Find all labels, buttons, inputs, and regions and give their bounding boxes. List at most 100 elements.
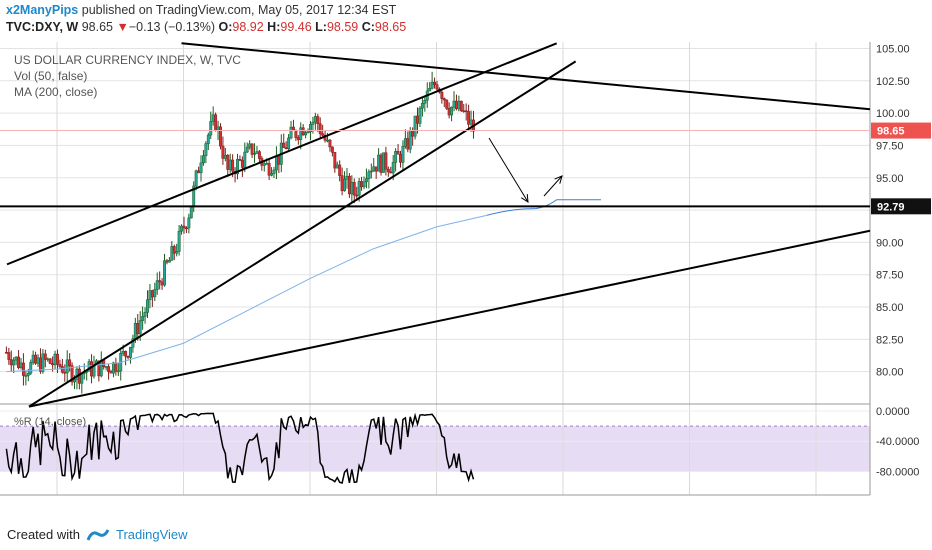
candle-body xyxy=(53,353,57,366)
header-line-1: x2ManyPips published on TradingView.com,… xyxy=(6,2,406,19)
candle-body xyxy=(355,194,359,197)
close-value: 98.65 xyxy=(374,20,407,34)
up-arrow xyxy=(543,175,563,197)
price-chart[interactable]: 105.00102.50100.0097.5095.0092.5090.0087… xyxy=(0,40,932,500)
wr-tick-label: 0.0000 xyxy=(876,406,910,418)
change-value: −0.13 (−0.13%) xyxy=(128,20,216,34)
open-value: 98.92 xyxy=(232,20,264,34)
candle-body xyxy=(219,126,222,147)
candle-body xyxy=(454,100,458,110)
candle-body xyxy=(282,142,286,148)
candle-body xyxy=(394,151,398,163)
candle-body xyxy=(109,371,113,374)
candle-body xyxy=(143,312,147,317)
candle-body xyxy=(180,225,184,232)
candle-body xyxy=(46,358,50,361)
candle-body xyxy=(440,91,444,99)
candle-body xyxy=(255,151,259,154)
candle-body xyxy=(104,366,108,368)
candle-body xyxy=(462,110,466,112)
candle-body xyxy=(68,359,72,366)
candle-body xyxy=(401,146,405,163)
candle-body xyxy=(214,114,218,131)
candle-body xyxy=(253,153,256,155)
candle-body xyxy=(267,163,271,176)
candle-body xyxy=(403,138,407,147)
candle-body xyxy=(223,155,227,159)
candle-body xyxy=(301,127,305,136)
tradingview-logo-icon xyxy=(86,528,110,541)
legend-vol: Vol (50, false) xyxy=(14,69,88,83)
candle-body xyxy=(206,134,210,144)
candle-body xyxy=(31,354,35,363)
candle-body xyxy=(114,362,118,372)
candle-body xyxy=(73,379,76,383)
candle-body xyxy=(318,123,322,135)
candle-body xyxy=(231,159,235,172)
candle-body xyxy=(199,162,203,174)
candle-body xyxy=(167,260,171,263)
candle-body xyxy=(116,370,120,373)
candle-body xyxy=(187,217,191,229)
candle-body xyxy=(372,166,376,172)
author-link[interactable]: x2ManyPips xyxy=(6,3,79,17)
candle-body xyxy=(189,206,193,219)
candle-body xyxy=(345,175,349,180)
y-tick-label: 80.00 xyxy=(876,367,904,379)
last-price-label: 98.65 xyxy=(877,126,905,138)
candle-body xyxy=(9,359,13,366)
candle-body xyxy=(369,170,373,173)
candle-body xyxy=(416,115,419,124)
candle-body xyxy=(41,353,45,372)
candle-body xyxy=(228,159,232,170)
candle-body xyxy=(367,171,371,179)
candle-body xyxy=(121,351,125,354)
candle-body xyxy=(396,151,400,155)
candle-body xyxy=(384,152,388,170)
candle-body xyxy=(211,114,215,122)
candle-body xyxy=(333,152,337,169)
candle-body xyxy=(442,98,446,101)
legend-title: US DOLLAR CURRENCY INDEX, W, TVC xyxy=(14,53,241,67)
candle-body xyxy=(48,358,52,364)
candle-body xyxy=(243,151,247,168)
candle-body xyxy=(36,357,40,364)
candle-body xyxy=(136,323,140,335)
chart-legend: US DOLLAR CURRENCY INDEX, W, TVC Vol (50… xyxy=(14,52,241,100)
candle-body xyxy=(124,351,128,357)
candle-body xyxy=(17,356,21,368)
candle-body xyxy=(221,145,225,159)
candle-body xyxy=(347,175,351,195)
candle-body xyxy=(408,130,412,150)
candle-body xyxy=(172,246,176,254)
candle-body xyxy=(309,124,312,133)
candle-body xyxy=(316,116,320,124)
candle-body xyxy=(182,225,186,229)
candle-body xyxy=(277,155,281,165)
high-label: H: xyxy=(267,20,281,34)
legend-ma: MA (200, close) xyxy=(14,85,98,99)
candle-body xyxy=(184,227,188,230)
candle-body xyxy=(155,280,159,290)
candle-body xyxy=(126,355,130,358)
y-tick-label: 97.50 xyxy=(876,140,904,152)
candle-body xyxy=(216,126,220,131)
long-term-support-line xyxy=(28,229,871,408)
candle-body xyxy=(148,290,152,300)
candle-body xyxy=(56,353,59,365)
candle-body xyxy=(377,154,381,172)
level-tag xyxy=(871,198,931,215)
candle-body xyxy=(296,137,300,140)
candle-body xyxy=(357,181,361,196)
candle-body xyxy=(204,143,208,156)
candle-body xyxy=(447,108,451,116)
candle-body xyxy=(330,146,334,153)
candle-body xyxy=(194,170,198,187)
tradingview-brand[interactable]: TradingView xyxy=(115,527,188,542)
down-arrow-head xyxy=(521,193,529,203)
candle-body xyxy=(201,155,205,164)
candle-body xyxy=(70,365,74,383)
ma-200-line xyxy=(6,214,488,373)
candle-body xyxy=(469,119,473,125)
candle-body xyxy=(423,99,427,104)
